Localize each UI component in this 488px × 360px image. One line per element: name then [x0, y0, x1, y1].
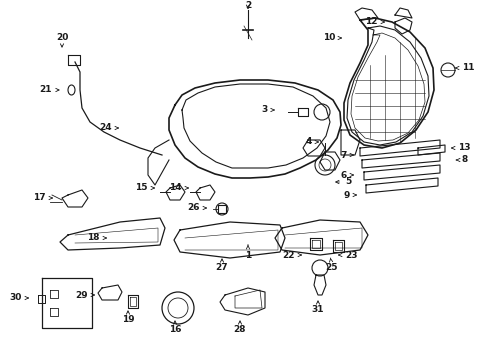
Text: 1: 1	[244, 245, 251, 260]
Text: 11: 11	[455, 63, 473, 72]
Text: 2: 2	[244, 0, 251, 9]
Text: 26: 26	[187, 203, 206, 212]
Text: 4: 4	[305, 138, 318, 147]
Text: 6: 6	[340, 171, 352, 180]
Text: 19: 19	[122, 311, 134, 324]
Text: 7: 7	[340, 150, 353, 159]
Text: 14: 14	[169, 184, 188, 193]
Text: 29: 29	[75, 291, 94, 300]
Text: 17: 17	[33, 194, 52, 202]
Text: 24: 24	[99, 123, 118, 132]
Text: 31: 31	[311, 301, 324, 315]
Text: 12: 12	[365, 18, 384, 27]
Text: 10: 10	[322, 33, 341, 42]
Text: 16: 16	[168, 321, 181, 334]
Text: 30: 30	[10, 293, 28, 302]
Text: 9: 9	[343, 190, 356, 199]
Text: 25: 25	[325, 258, 338, 273]
Text: 27: 27	[215, 259, 228, 273]
Text: 21: 21	[40, 85, 59, 94]
Text: 3: 3	[261, 105, 274, 114]
Text: 28: 28	[233, 321, 246, 334]
Text: 22: 22	[282, 251, 301, 260]
Text: 18: 18	[87, 234, 106, 243]
Text: 5: 5	[335, 177, 350, 186]
Text: 8: 8	[455, 156, 468, 165]
Text: 23: 23	[338, 251, 357, 260]
Text: 13: 13	[451, 144, 469, 153]
Text: 15: 15	[135, 184, 154, 193]
Text: 20: 20	[56, 33, 68, 47]
